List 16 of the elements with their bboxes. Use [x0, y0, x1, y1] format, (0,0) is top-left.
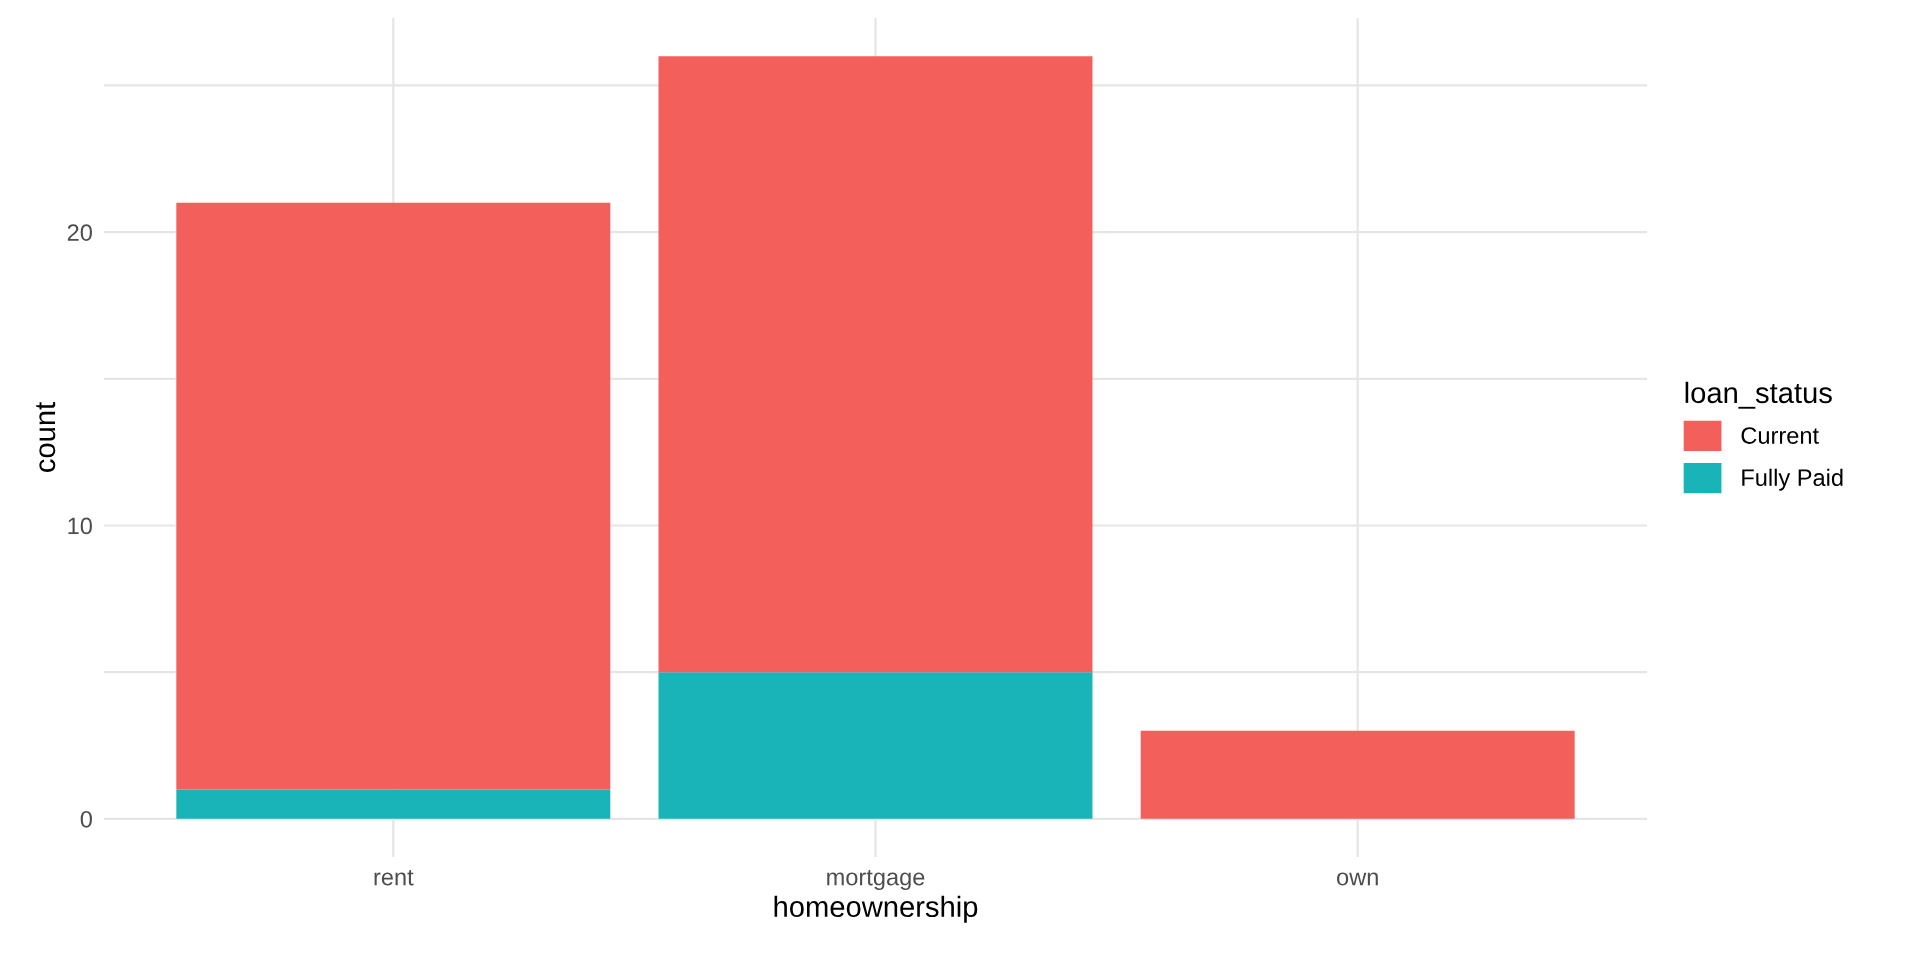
bar	[176, 789, 611, 819]
legend-label: Current	[1741, 427, 1819, 444]
legend-title: loan_status	[1685, 381, 1832, 409]
x-tick-label: rent	[374, 869, 414, 886]
bar	[1140, 730, 1575, 819]
bar	[658, 56, 1093, 673]
y-tick-label: 10	[68, 517, 92, 535]
bar	[658, 672, 1093, 819]
x-axis-title: homeownership	[774, 895, 978, 923]
x-tick-label: mortgage	[827, 869, 925, 891]
x-tick-label: own	[1337, 872, 1378, 886]
bar	[176, 202, 611, 790]
legend-label: Fully Paid	[1742, 468, 1843, 491]
y-tick-label: 20	[67, 224, 92, 241]
y-axis-title: count	[36, 402, 56, 472]
y-tick-label: 0	[80, 810, 92, 828]
